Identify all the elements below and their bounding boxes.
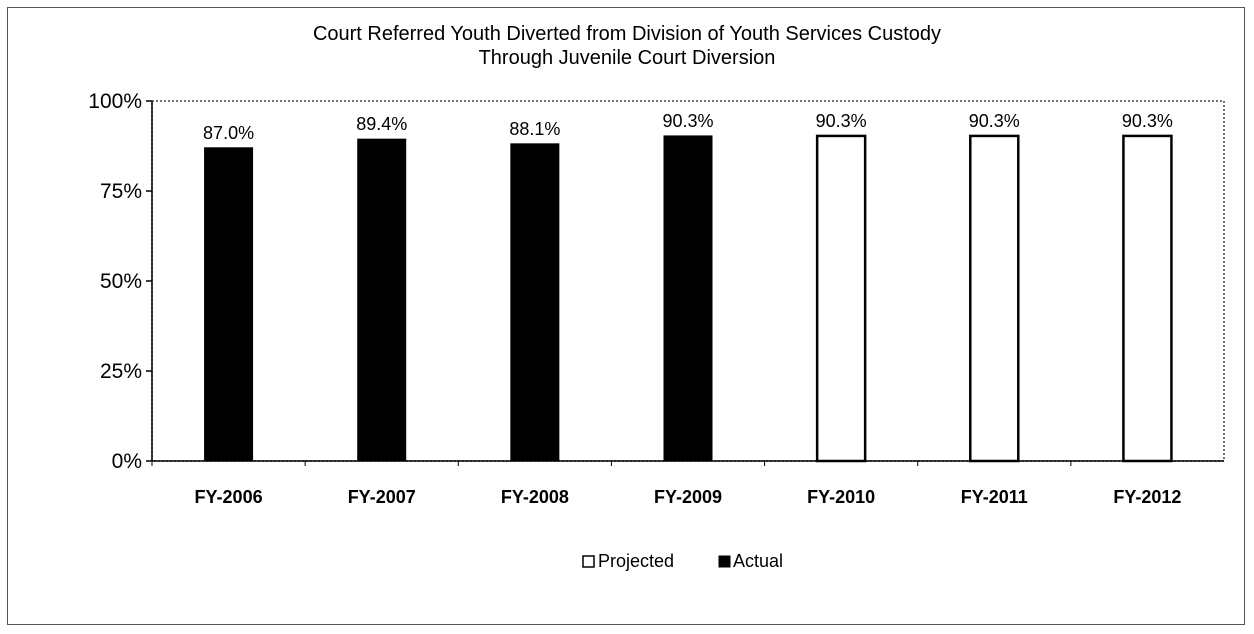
bars xyxy=(204,134,1173,463)
legend-swatch-actual xyxy=(718,555,731,568)
bar-actual xyxy=(204,147,254,462)
bar-actual xyxy=(663,135,713,462)
bar-actual xyxy=(510,143,560,462)
data-label: 90.3% xyxy=(816,111,867,131)
x-tick-label: FY-2012 xyxy=(1113,487,1181,507)
bar-projected xyxy=(815,134,867,463)
legend-swatch-projected xyxy=(582,555,595,568)
y-tick-label: 100% xyxy=(88,90,142,113)
y-axis: 0% 25% 50% 75% 100% xyxy=(88,90,153,473)
chart-title-line-2: Through Juvenile Court Diversion xyxy=(478,47,776,69)
chart-title-line-1: Court Referred Youth Diverted from Divis… xyxy=(312,23,942,45)
y-tick-label: 0% xyxy=(112,450,142,473)
x-tick-label: FY-2011 xyxy=(961,487,1028,507)
x-tick-label: FY-2008 xyxy=(501,487,569,507)
legend-label-projected: Projected xyxy=(598,551,674,571)
data-label: 88.1% xyxy=(509,119,560,139)
x-axis: FY-2006 FY-2007 FY-2008 FY-2009 FY-2010 FY-20… xyxy=(151,460,1224,507)
chart-title: Court Referred Youth Diverted from Divis… xyxy=(0,22,1254,70)
bar-projected xyxy=(1122,134,1173,463)
y-tick-label: 25% xyxy=(100,360,142,383)
y-tick-label: 50% xyxy=(100,270,142,293)
x-tick-label: FY-2009 xyxy=(654,487,722,507)
x-tick-label: FY-2007 xyxy=(348,487,416,507)
legend-label-actual: Actual xyxy=(733,551,783,571)
data-label: 90.3% xyxy=(1122,111,1173,131)
data-label: 90.3% xyxy=(969,111,1020,131)
x-tick-label: FY-2010 xyxy=(807,487,875,507)
legend: Projected Actual xyxy=(582,551,783,571)
bar-actual xyxy=(357,138,407,462)
x-tick-label: FY-2006 xyxy=(195,487,263,507)
data-labels: 87.0% 89.4% 88.1% 90.3% 90.3% 90.3% 90.3% xyxy=(203,111,1173,143)
data-label: 87.0% xyxy=(203,123,254,143)
bar-projected xyxy=(969,134,1020,463)
data-label: 90.3% xyxy=(662,111,713,131)
data-label: 89.4% xyxy=(356,114,407,134)
y-tick-label: 75% xyxy=(100,180,142,203)
